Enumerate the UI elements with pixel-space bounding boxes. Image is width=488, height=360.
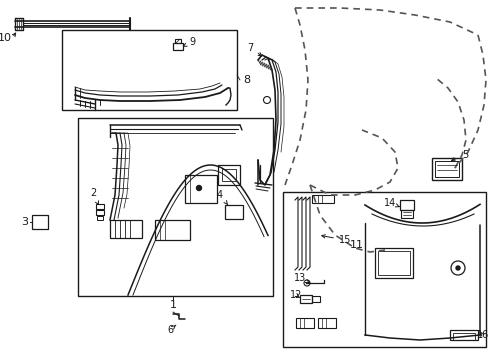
Circle shape <box>196 185 201 190</box>
Text: 15: 15 <box>321 235 350 245</box>
Bar <box>311 195 333 203</box>
Bar <box>155 220 190 240</box>
Bar <box>452 333 474 340</box>
Bar <box>218 165 240 185</box>
Bar <box>78 118 272 296</box>
Text: 12: 12 <box>289 290 302 300</box>
Bar <box>377 251 409 275</box>
Bar <box>96 210 104 215</box>
Text: 8: 8 <box>243 75 250 85</box>
Circle shape <box>455 266 459 270</box>
Text: 1: 1 <box>169 300 176 310</box>
Bar <box>32 215 48 229</box>
Bar <box>62 30 237 110</box>
Text: 11: 11 <box>349 240 363 250</box>
Bar <box>317 318 335 328</box>
Text: 2: 2 <box>90 188 98 204</box>
Text: 9: 9 <box>183 37 195 47</box>
Bar <box>399 200 413 210</box>
Text: 14: 14 <box>383 198 398 208</box>
Text: 7: 7 <box>246 43 261 56</box>
Text: 4: 4 <box>217 190 227 204</box>
Bar <box>224 205 243 219</box>
Text: 16: 16 <box>476 330 488 340</box>
Bar <box>295 318 313 328</box>
Text: 3: 3 <box>21 217 28 227</box>
Text: 5: 5 <box>450 150 467 161</box>
Bar <box>110 220 142 238</box>
Bar <box>97 216 103 220</box>
Text: 6: 6 <box>166 325 176 335</box>
Text: 10: 10 <box>0 33 12 43</box>
Bar <box>184 175 217 203</box>
Bar <box>173 43 183 50</box>
Bar <box>449 330 477 340</box>
Bar <box>434 161 458 177</box>
Bar <box>311 296 319 302</box>
Text: 13: 13 <box>293 273 308 283</box>
Bar <box>222 169 236 181</box>
Bar <box>96 204 104 209</box>
Bar <box>283 192 485 347</box>
Bar <box>400 210 412 218</box>
Bar <box>299 295 311 303</box>
Bar <box>431 158 461 180</box>
Bar <box>175 39 181 43</box>
Bar <box>374 248 412 278</box>
